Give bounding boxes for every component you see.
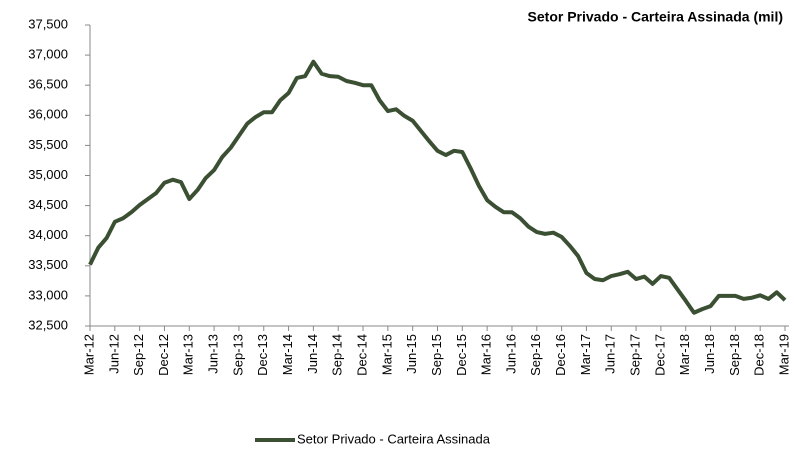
x-tick-label: Mar-17 [578,334,593,375]
x-tick-label: Mar-13 [181,334,196,375]
x-tick-label: Dec-14 [354,334,369,376]
x-tick-label: Jun-16 [503,334,518,374]
x-tick-label: Mar-18 [677,334,692,375]
x-tick-label: Mar-12 [81,334,96,375]
y-tick-label: 35,000 [28,167,68,182]
y-tick-label: 34,500 [28,197,68,212]
legend-label: Setor Privado - Carteira Assinada [297,431,491,446]
x-tick-label: Dec-13 [255,334,270,376]
x-tick-label: Sep-15 [429,334,444,376]
y-tick-label: 37,000 [28,47,68,62]
x-tick-label: Sep-17 [628,334,643,376]
y-tick-label: 32,500 [28,317,68,332]
x-tick-label: Sep-12 [131,334,146,376]
x-tick-label: Jun-12 [106,334,121,374]
x-tick-label: Sep-16 [528,334,543,376]
chart-title: Setor Privado - Carteira Assinada (mil) [528,9,783,25]
x-tick-label: Jun-13 [206,334,221,374]
x-tick-label: Sep-13 [230,334,245,376]
y-tick-label: 33,500 [28,257,68,272]
y-tick-label: 33,000 [28,287,68,302]
data-line [88,59,787,315]
x-tick-label: Jun-17 [603,334,618,374]
x-tick-label: Mar-14 [280,334,295,375]
x-tick-label: Sep-14 [330,334,345,376]
x-tick-label: Dec-17 [652,334,667,376]
y-tick-label: 37,500 [28,16,68,31]
x-tick-label: Jun-15 [404,334,419,374]
y-tick-label: 36,000 [28,107,68,122]
x-tick-label: Mar-15 [379,334,394,375]
x-tick-label: Dec-18 [752,334,767,376]
x-tick-label: Sep-18 [727,334,742,376]
y-tick-label: 34,000 [28,227,68,242]
x-tick-label: Dec-15 [454,334,469,376]
x-tick-label: Mar-16 [479,334,494,375]
y-tick-label: 36,500 [28,77,68,92]
x-tick-label: Jun-18 [702,334,717,374]
x-tick-label: Jun-14 [305,334,320,374]
x-tick-label: Dec-16 [553,334,568,376]
x-tick-label: Mar-19 [776,334,791,375]
x-tick-label: Dec-12 [156,334,171,376]
y-tick-label: 35,500 [28,137,68,152]
